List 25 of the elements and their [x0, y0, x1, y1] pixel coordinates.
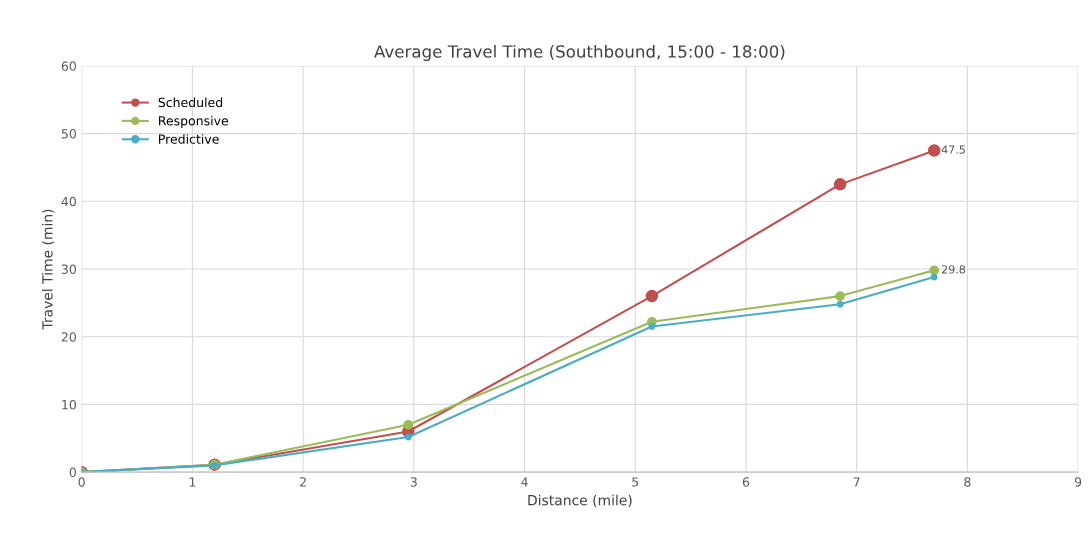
y-tick-label: 0	[69, 467, 76, 478]
y-tick-label: 20	[61, 332, 76, 342]
x-tick-label: 5	[632, 477, 639, 487]
data-label: 29.8	[941, 265, 966, 274]
x-tick-label: 3	[410, 477, 417, 487]
data-label: 47.5	[941, 145, 965, 154]
y-tick-label: 50	[61, 129, 76, 139]
legend-label: Responsive	[159, 115, 229, 128]
y-tick-label: 10	[62, 399, 76, 410]
x-tick-label: 0	[78, 477, 85, 487]
x-tick-label: 6	[742, 477, 750, 487]
legend-label: Predictive	[159, 134, 219, 144]
legend-label: Scheduled	[158, 97, 223, 108]
x-tick-label: 7	[853, 477, 860, 487]
y-axis-title: Travel Time (min)	[41, 209, 55, 330]
x-tick-label: 9	[1074, 477, 1082, 487]
x-tick-label: 8	[964, 477, 971, 487]
y-tick-label: 40	[61, 196, 76, 207]
x-tick-label: 1	[189, 477, 196, 487]
x-tick-label: 2	[300, 477, 306, 487]
x-tick-label: 4	[521, 477, 528, 487]
chart-title: Average Travel Time (Southbound, 15:00 - 18:00)	[374, 44, 785, 62]
y-tick-label: 30	[61, 264, 76, 274]
x-axis-title: Distance (mile)	[528, 494, 632, 508]
y-tick-label: 60	[61, 61, 76, 71]
